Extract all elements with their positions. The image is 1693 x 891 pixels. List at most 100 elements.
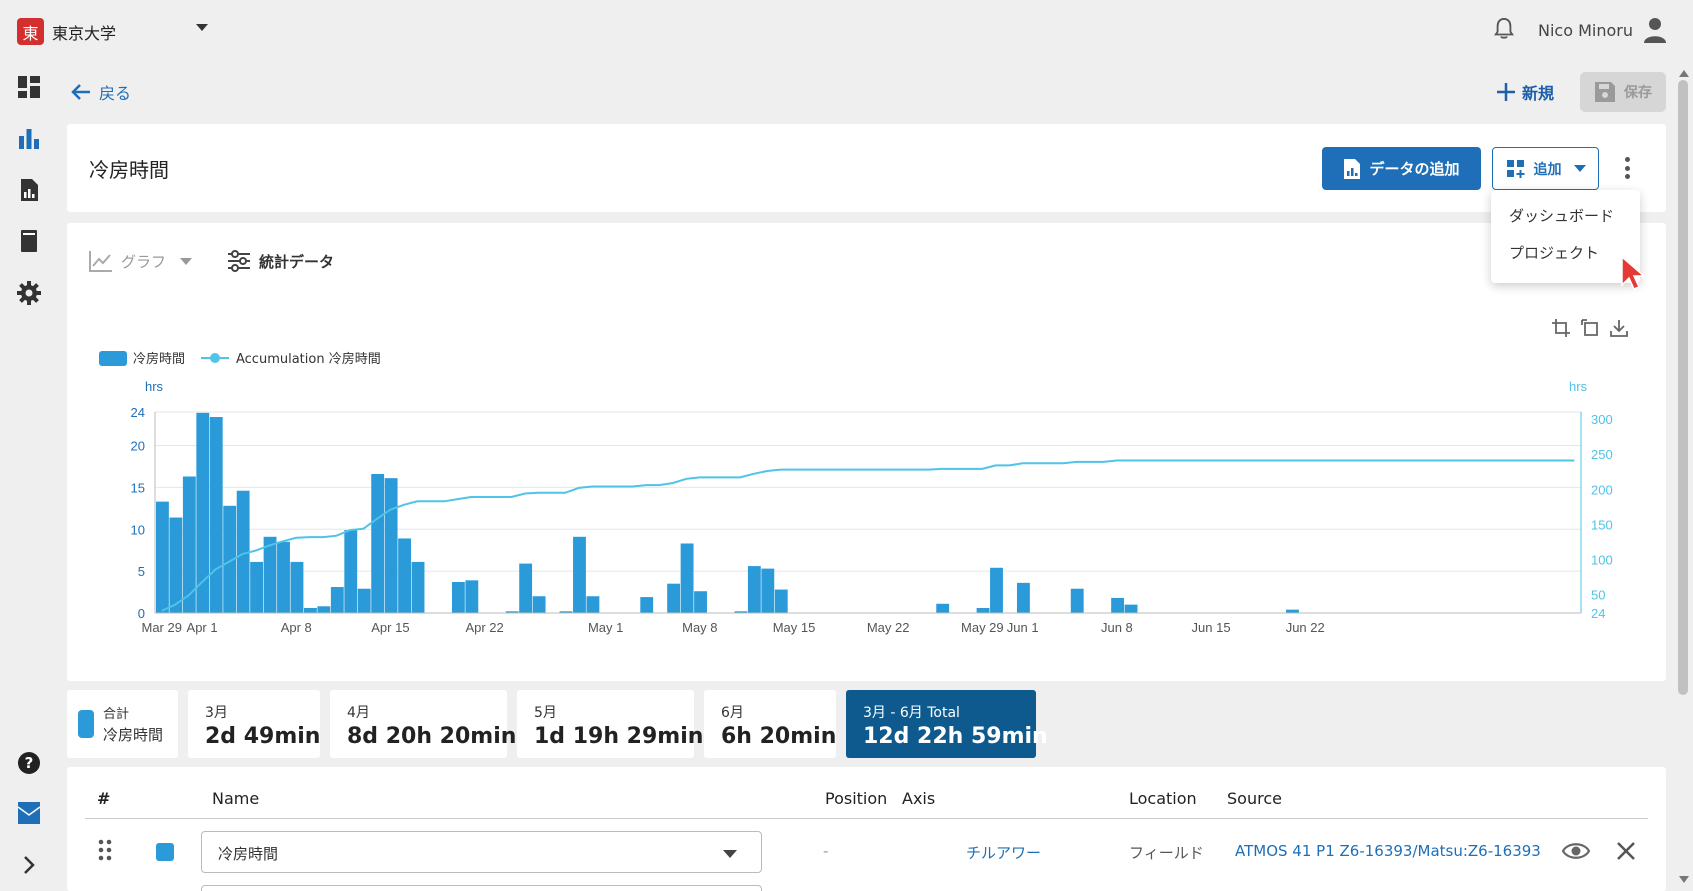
bar[interactable] xyxy=(1124,604,1138,613)
bar[interactable] xyxy=(182,476,196,613)
bar[interactable] xyxy=(236,490,250,613)
chart-icon[interactable] xyxy=(17,126,41,150)
new-button[interactable]: 新規 xyxy=(1496,80,1554,104)
help-icon[interactable]: ? xyxy=(17,751,41,775)
bar[interactable] xyxy=(586,596,600,613)
next-row-name-select[interactable] xyxy=(201,885,762,891)
bar[interactable] xyxy=(465,580,479,613)
org-dropdown-caret-icon[interactable] xyxy=(196,24,208,31)
back-link[interactable]: 戻る xyxy=(71,80,131,104)
bar[interactable] xyxy=(371,473,385,613)
row-source-link[interactable]: ATMOS 41 P1 Z6-16393/Matsu:Z6-16393 xyxy=(1235,842,1541,860)
bar[interactable] xyxy=(761,568,775,613)
add-data-button[interactable]: データの追加 xyxy=(1322,147,1481,190)
column-header-position: Position xyxy=(825,789,888,808)
bar[interactable] xyxy=(250,561,264,613)
org-logo: 東 xyxy=(17,18,44,45)
bar[interactable] xyxy=(640,597,654,613)
download-icon[interactable] xyxy=(1610,319,1628,337)
legend-bar-swatch[interactable] xyxy=(99,351,127,366)
scroll-down-arrow-icon[interactable] xyxy=(1679,876,1689,883)
scrollbar-thumb[interactable] xyxy=(1678,80,1688,695)
stat-value: 2d 49min xyxy=(205,724,321,749)
bar[interactable] xyxy=(196,412,210,613)
bar[interactable] xyxy=(990,567,1003,613)
dashboard-icon[interactable] xyxy=(17,75,41,99)
bar[interactable] xyxy=(384,478,398,613)
bar[interactable] xyxy=(559,611,573,613)
bar[interactable] xyxy=(411,561,425,613)
bar[interactable] xyxy=(774,589,788,613)
bar[interactable] xyxy=(976,607,990,613)
row-color-swatch[interactable] xyxy=(156,843,174,861)
visibility-eye-icon[interactable] xyxy=(1562,841,1590,861)
y-right-tick-label: 24 xyxy=(1591,606,1605,621)
statistics-button[interactable]: 統計データ xyxy=(227,250,334,272)
bar[interactable] xyxy=(156,501,169,613)
user-avatar-icon[interactable] xyxy=(1643,17,1667,43)
stat-box-total: 3月 - 6月 Total 12d 22h 59min xyxy=(846,690,1048,758)
notebook-icon[interactable] xyxy=(17,229,41,253)
bar[interactable] xyxy=(451,582,465,613)
x-tick-label: Mar 29 xyxy=(141,620,181,635)
bar[interactable] xyxy=(680,543,694,613)
legend-line-marker[interactable] xyxy=(210,353,220,363)
bar[interactable] xyxy=(169,517,183,613)
bar[interactable] xyxy=(398,538,412,613)
bar[interactable] xyxy=(1286,609,1299,613)
stat-box-june: 6月 6h 20min xyxy=(704,690,836,758)
bar[interactable] xyxy=(317,606,331,613)
expand-chevron-icon[interactable] xyxy=(17,853,41,877)
gear-icon[interactable] xyxy=(17,281,41,305)
bar[interactable] xyxy=(694,591,707,613)
legend-bar-label[interactable]: 冷房時間 xyxy=(133,351,185,367)
bar[interactable] xyxy=(277,541,290,613)
more-options-icon[interactable] xyxy=(1623,157,1631,179)
graph-caret-icon xyxy=(180,257,193,265)
bar[interactable] xyxy=(290,561,304,613)
bar[interactable] xyxy=(532,596,546,613)
menu-item-dashboard[interactable]: ダッシュボード xyxy=(1509,207,1615,225)
bar[interactable] xyxy=(573,536,586,613)
drag-handle-icon[interactable] xyxy=(98,839,112,861)
scroll-up-arrow-icon[interactable] xyxy=(1679,70,1689,77)
org-name[interactable]: 東京大学 xyxy=(52,24,117,43)
graph-type-select[interactable]: グラフ xyxy=(89,250,193,272)
app-logo-icon xyxy=(17,802,41,824)
remove-row-icon[interactable] xyxy=(1616,841,1636,861)
bar[interactable] xyxy=(303,607,317,613)
menu-item-project[interactable]: プロジェクト xyxy=(1509,244,1600,262)
bar[interactable] xyxy=(344,530,358,613)
bar[interactable] xyxy=(519,563,533,613)
x-tick-label: May 22 xyxy=(867,620,910,635)
row-name-select[interactable]: 冷房時間 xyxy=(201,831,762,873)
user-name[interactable]: Nico Minoru xyxy=(1538,21,1633,40)
bar[interactable] xyxy=(209,417,223,613)
row-axis-link[interactable]: チルアワー xyxy=(966,844,1042,862)
report-icon[interactable] xyxy=(17,178,41,202)
bell-icon[interactable] xyxy=(1493,17,1515,41)
reset-zoom-icon[interactable] xyxy=(1581,319,1599,337)
stat-value: 8d 20h 20min xyxy=(347,724,517,749)
add-label: 追加 xyxy=(1533,161,1562,178)
bar[interactable] xyxy=(223,505,237,613)
bar[interactable] xyxy=(1111,597,1125,613)
crop-icon[interactable] xyxy=(1552,319,1570,337)
bar[interactable] xyxy=(747,566,761,613)
bar[interactable] xyxy=(1016,582,1030,613)
bar[interactable] xyxy=(936,603,950,613)
bar[interactable] xyxy=(357,588,371,613)
save-button[interactable]: 保存 xyxy=(1580,72,1666,112)
sliders-icon xyxy=(228,250,250,272)
bar[interactable] xyxy=(505,611,519,613)
column-header-location: Location xyxy=(1129,789,1197,808)
bar[interactable] xyxy=(330,587,344,613)
bar[interactable] xyxy=(1070,588,1084,613)
bar[interactable] xyxy=(263,536,277,613)
y-right-tick-label: 100 xyxy=(1591,553,1613,568)
bar[interactable] xyxy=(667,583,681,613)
add-widget-button[interactable]: 追加 xyxy=(1492,147,1599,190)
legend-line-label[interactable]: Accumulation 冷房時間 xyxy=(236,351,381,367)
x-tick-label: May 8 xyxy=(682,620,717,635)
bar[interactable] xyxy=(734,611,748,613)
